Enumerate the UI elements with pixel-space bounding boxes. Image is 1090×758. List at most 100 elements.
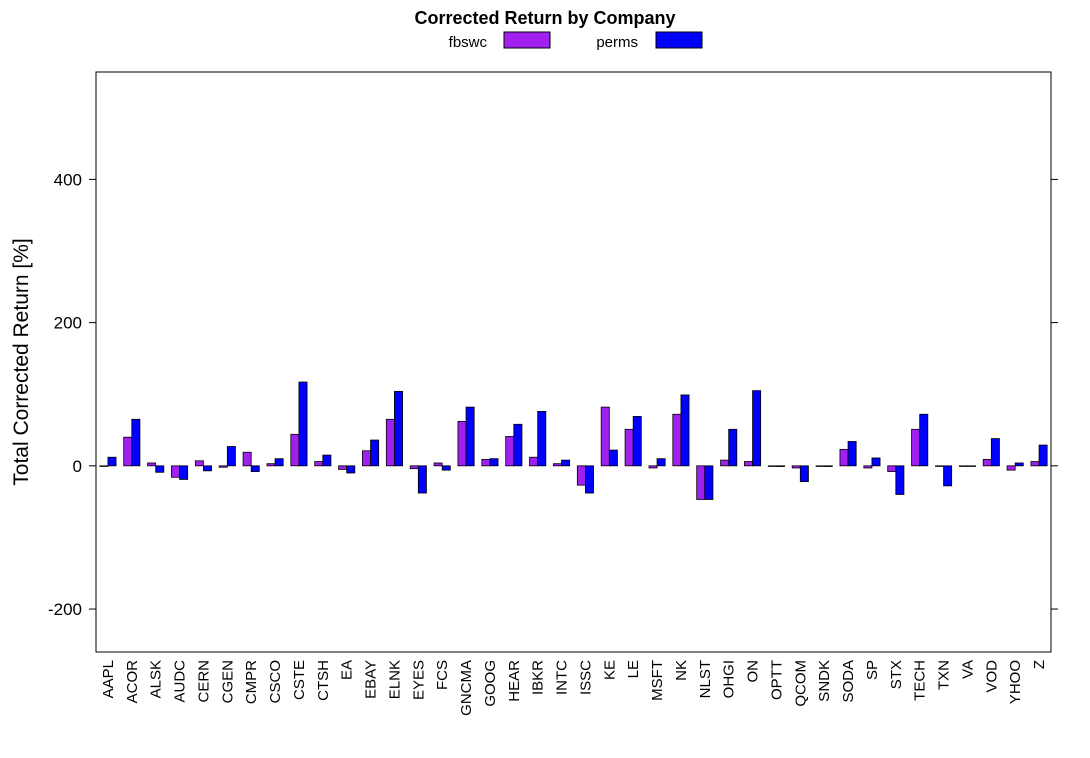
- bar-fbswc-ea: [338, 465, 348, 470]
- bar-perms-vod: [990, 438, 1000, 467]
- x-tick-label: SODA: [840, 660, 857, 703]
- bar-fbswc-soda: [839, 448, 849, 467]
- chart-title: Corrected Return by Company: [414, 8, 675, 28]
- x-tick-label: NLST: [697, 660, 714, 698]
- bar-perms-acor: [131, 418, 141, 467]
- bar-fbswc-ebay: [362, 450, 371, 467]
- bar-fbswc-yhoo: [1006, 465, 1016, 471]
- bar-fbswc-stx: [887, 465, 897, 472]
- y-tick-label: 0: [73, 457, 82, 476]
- bar-perms-va: [967, 465, 976, 467]
- bar-perms-le: [632, 416, 642, 467]
- bar-perms-aapl: [107, 456, 117, 467]
- x-tick-label: TXN: [936, 660, 953, 690]
- y-tick-label: 400: [54, 170, 82, 189]
- bar-perms-audc: [179, 465, 189, 480]
- bar-fbswc-on: [744, 461, 753, 467]
- bar-perms-on: [752, 390, 762, 467]
- bar-fbswc-intc: [553, 463, 562, 467]
- x-tick-label: ISSC: [577, 660, 594, 695]
- bar-perms-sp: [871, 457, 881, 467]
- bar-fbswc-cmpr: [242, 451, 252, 467]
- legend-label-fbswc: fbswc: [449, 34, 488, 51]
- bar-perms-cmpr: [250, 465, 260, 472]
- bar-perms-goog: [489, 458, 499, 467]
- x-tick-label: CERN: [195, 660, 212, 703]
- x-tick-label: EYES: [410, 660, 427, 700]
- bar-fbswc-sp: [863, 465, 873, 469]
- bar-fbswc-issc: [576, 465, 586, 486]
- legend-swatch-fbswc: [503, 31, 551, 49]
- x-tick-label: TECH: [912, 660, 929, 701]
- x-tick-label: ALSK: [148, 660, 165, 698]
- bar-perms-ke: [608, 449, 618, 467]
- bar-perms-optt: [776, 465, 785, 467]
- legend-label-perms: perms: [596, 34, 638, 51]
- bar-fbswc-va: [958, 465, 968, 467]
- bar-perms-stx: [895, 465, 905, 495]
- x-tick-label: CSCO: [267, 660, 284, 703]
- bar-fbswc-ibkr: [529, 456, 539, 467]
- bar-perms-intc: [561, 459, 571, 467]
- legend: fbswc perms: [449, 31, 703, 51]
- x-tick-label: KE: [601, 660, 618, 680]
- x-tick-label: GOOG: [482, 660, 499, 707]
- x-tick-label: ON: [745, 660, 762, 683]
- bar-fbswc-elnk: [385, 418, 395, 467]
- x-tick-label: STX: [888, 660, 905, 689]
- bar-perms-elnk: [394, 390, 403, 467]
- y-axis-title: Total Corrected Return [%]: [10, 238, 33, 485]
- bar-fbswc-nk: [672, 413, 682, 467]
- x-tick-label: CTSH: [315, 660, 332, 701]
- bar-fbswc-ctsh: [314, 461, 324, 467]
- bar-fbswc-ke: [600, 406, 610, 467]
- bar-perms-yhoo: [1014, 462, 1024, 467]
- bar-perms-hear: [513, 423, 523, 467]
- x-tick-label: MSFT: [649, 660, 666, 701]
- bar-fbswc-nlst: [696, 465, 706, 500]
- bar-perms-sndk: [823, 465, 833, 467]
- x-tick-label: SNDK: [816, 660, 833, 702]
- x-tick-label: YHOO: [1007, 660, 1024, 704]
- bar-perms-nlst: [704, 465, 714, 500]
- bar-fbswc-cgen: [218, 465, 228, 468]
- bar-fbswc-sndk: [815, 465, 825, 467]
- bar-fbswc-ohgi: [720, 459, 730, 467]
- bar-fbswc-fcs: [433, 462, 443, 467]
- x-tick-label: LE: [625, 660, 642, 678]
- x-tick-label: FCS: [434, 660, 451, 690]
- bar-fbswc-aapl: [99, 465, 109, 467]
- bar-perms-msft: [656, 458, 666, 467]
- x-tick-label: VOD: [983, 660, 1000, 693]
- bar-fbswc-cste: [290, 433, 300, 467]
- bar-fbswc-z: [1030, 461, 1040, 467]
- bar-fbswc-vod: [982, 458, 992, 467]
- bar-fbswc-hear: [505, 436, 515, 467]
- bar-fbswc-audc: [171, 465, 180, 478]
- x-tick-label: CSTE: [291, 660, 308, 700]
- bar-fbswc-le: [624, 428, 634, 467]
- bar-fbswc-goog: [481, 458, 491, 467]
- bar-perms-cgen: [226, 446, 236, 467]
- y-tick-label: 200: [54, 314, 82, 333]
- x-tick-label: IBKR: [530, 660, 547, 695]
- bar-perms-txn: [943, 465, 953, 487]
- bar-fbswc-eyes: [409, 465, 419, 470]
- x-tick-label: Z: [1031, 660, 1048, 669]
- bar-perms-ohgi: [728, 428, 738, 467]
- x-tick-label: HEAR: [506, 660, 523, 702]
- x-axis: AAPL ACOR ALSK AUDC CERN CGEN CMPR CSCO CSTE CTSH…: [100, 660, 1048, 716]
- bar-perms-issc: [585, 465, 594, 494]
- bar-perms-eyes: [417, 465, 427, 494]
- x-tick-label: OHGI: [721, 660, 738, 698]
- x-tick-label: EA: [339, 660, 356, 680]
- legend-swatch-perms: [655, 31, 703, 49]
- bar-fbswc-csco: [266, 463, 276, 467]
- bar-perms-z: [1038, 444, 1048, 467]
- bar-fbswc-acor: [123, 436, 133, 467]
- bar-perms-qcom: [799, 465, 809, 482]
- x-tick-label: AUDC: [172, 660, 189, 703]
- x-tick-label: GNCMA: [458, 660, 475, 716]
- x-tick-label: INTC: [554, 660, 571, 695]
